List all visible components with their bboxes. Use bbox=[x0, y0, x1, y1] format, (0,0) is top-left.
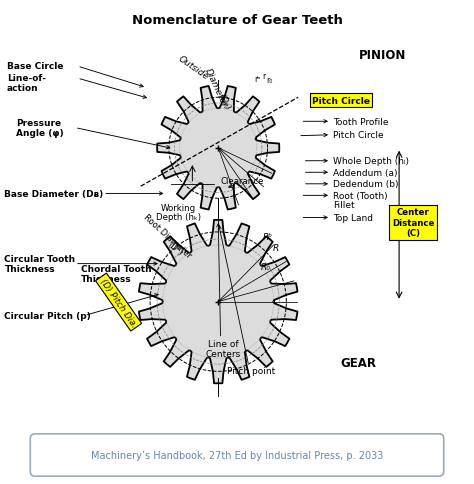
Text: Thickness: Thickness bbox=[81, 274, 132, 283]
Text: Base Diameter (Dᴃ): Base Diameter (Dᴃ) bbox=[4, 190, 104, 198]
Text: (D₀): (D₀) bbox=[216, 92, 231, 111]
Text: Line of: Line of bbox=[208, 339, 238, 348]
Text: Pitch Circle: Pitch Circle bbox=[333, 131, 384, 140]
Text: R: R bbox=[273, 243, 279, 252]
Text: Tooth Profile: Tooth Profile bbox=[333, 118, 389, 126]
Text: Center
Distance
(C): Center Distance (C) bbox=[392, 208, 434, 238]
Text: Centers: Centers bbox=[205, 349, 240, 358]
Text: Pressure: Pressure bbox=[16, 119, 61, 127]
Text: Pitch Circle: Pitch Circle bbox=[312, 96, 370, 106]
Text: Base Circle: Base Circle bbox=[7, 62, 64, 71]
Text: Thickness: Thickness bbox=[4, 264, 55, 273]
FancyBboxPatch shape bbox=[30, 434, 444, 476]
Text: Working: Working bbox=[161, 204, 196, 213]
Text: r₀: r₀ bbox=[267, 76, 273, 85]
Text: PINION: PINION bbox=[359, 49, 407, 62]
Text: action: action bbox=[7, 84, 38, 93]
Text: Dedendum (b): Dedendum (b) bbox=[333, 180, 399, 189]
Text: Circular Tooth: Circular Tooth bbox=[4, 255, 75, 264]
Text: rᵇ: rᵇ bbox=[254, 75, 260, 83]
Text: GEAR: GEAR bbox=[340, 356, 376, 369]
Text: Nomenclature of Gear Teeth: Nomenclature of Gear Teeth bbox=[132, 14, 342, 27]
Text: Rᵇ: Rᵇ bbox=[263, 233, 273, 242]
Text: Pitch point: Pitch point bbox=[227, 366, 275, 375]
Polygon shape bbox=[157, 87, 279, 210]
Text: Root Diameter: Root Diameter bbox=[142, 212, 193, 260]
Text: Whole Depth (hₗ): Whole Depth (hₗ) bbox=[333, 157, 410, 166]
Text: Top Land: Top Land bbox=[333, 213, 374, 223]
Text: Angle (φ): Angle (φ) bbox=[16, 129, 64, 138]
Text: Outside: Outside bbox=[177, 55, 210, 82]
Text: (D) Pitch Dia.: (D) Pitch Dia. bbox=[99, 276, 139, 328]
Polygon shape bbox=[139, 220, 298, 383]
Text: Machinery’s Handbook, 27th Ed by Industrial Press, p. 2033: Machinery’s Handbook, 27th Ed by Industr… bbox=[91, 450, 383, 460]
Text: Clearance: Clearance bbox=[220, 177, 264, 186]
Text: Addendum (a): Addendum (a) bbox=[333, 168, 398, 178]
Text: Root (Tooth): Root (Tooth) bbox=[333, 192, 388, 200]
Text: Depth (hₖ): Depth (hₖ) bbox=[156, 212, 201, 222]
Text: Circular Pitch (p): Circular Pitch (p) bbox=[4, 311, 91, 320]
Text: Fillet: Fillet bbox=[333, 201, 355, 210]
Text: Diameter: Diameter bbox=[203, 67, 229, 108]
Text: Line-of-: Line-of- bbox=[7, 74, 46, 82]
Text: Chordal Tooth: Chordal Tooth bbox=[81, 264, 152, 273]
Text: (Dᴿ): (Dᴿ) bbox=[166, 240, 184, 257]
Text: r: r bbox=[263, 72, 266, 81]
Text: R₀: R₀ bbox=[261, 263, 271, 272]
